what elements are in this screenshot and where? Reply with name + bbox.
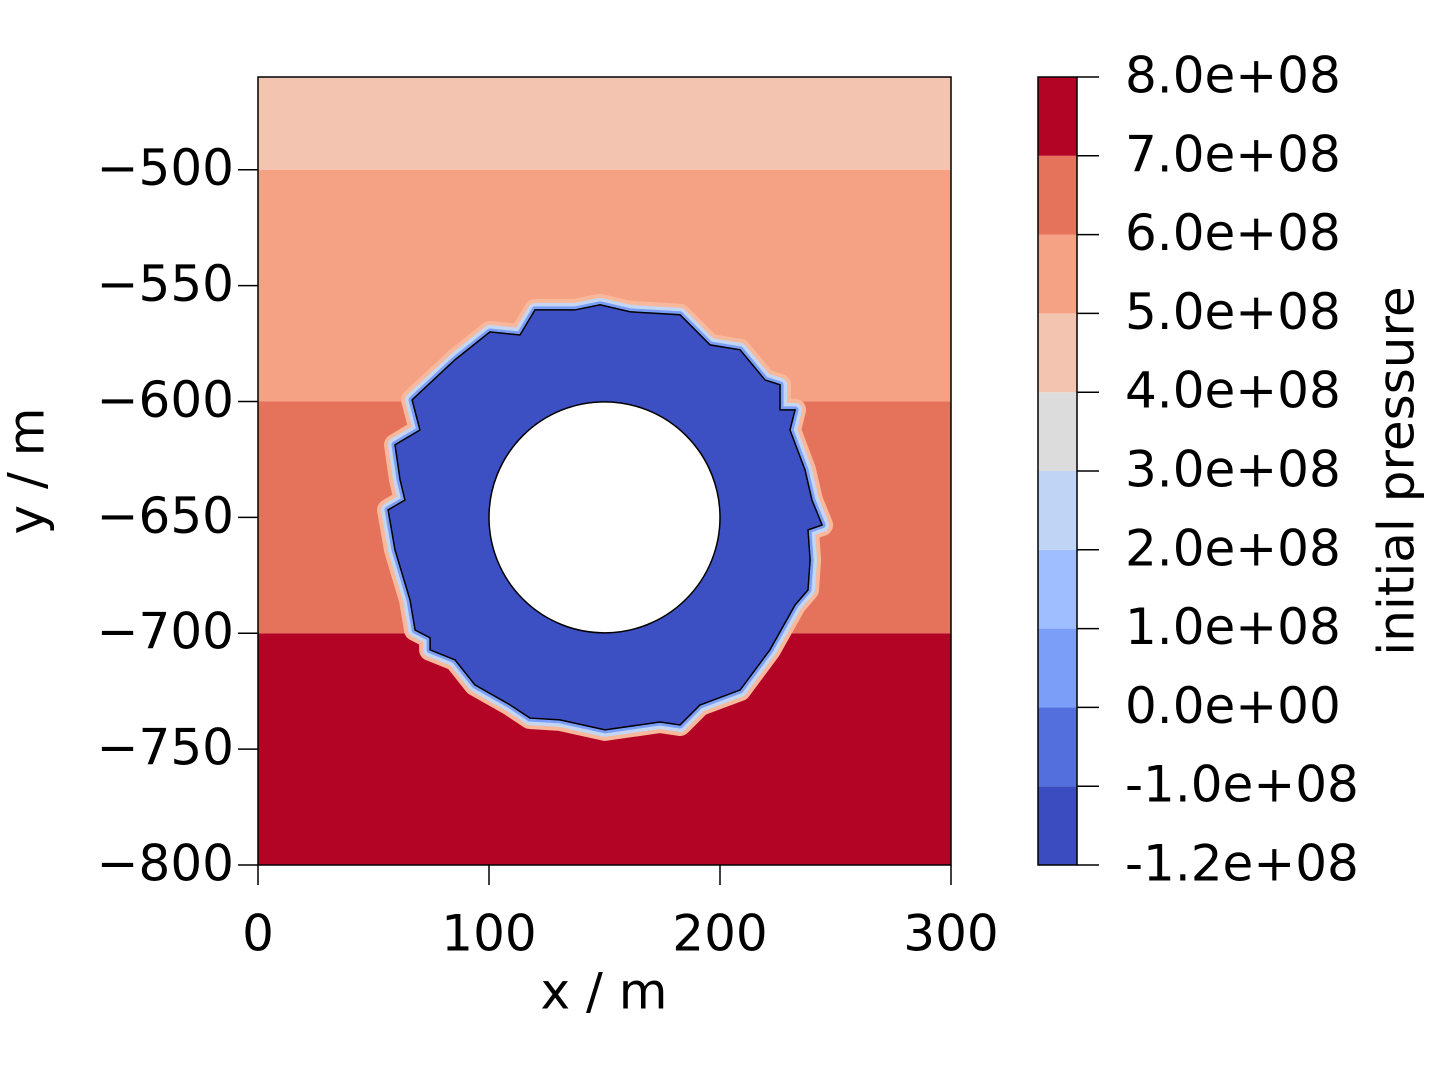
colorbar-segment xyxy=(1038,77,1077,156)
colorbar-segment xyxy=(1038,313,1077,393)
colorbar-tick-label: 4.0e+08 xyxy=(1125,362,1341,420)
colorbar-tick-label: 6.0e+08 xyxy=(1125,204,1341,262)
colorbar-segment xyxy=(1038,786,1077,865)
y-tick-label: −750 xyxy=(97,719,234,777)
y-tick-label: −600 xyxy=(97,371,234,429)
colorbar-tick-label: 1.0e+08 xyxy=(1125,598,1341,656)
plot-frame xyxy=(257,76,952,866)
y-tick-label: −650 xyxy=(97,487,234,545)
x-tick-label: 300 xyxy=(903,905,998,963)
x-tick-label: 100 xyxy=(441,905,536,963)
x-tick-label: 0 xyxy=(242,905,274,963)
colorbar-segment xyxy=(1038,628,1077,708)
colorbar-segment xyxy=(1038,707,1077,787)
plot-area xyxy=(258,77,951,865)
colorbar-segment xyxy=(1038,549,1077,629)
colorbar-segment xyxy=(1038,234,1077,314)
x-tick-label: 200 xyxy=(672,905,767,963)
hole xyxy=(488,401,721,634)
colorbar-tick-label: 8.0e+08 xyxy=(1125,47,1341,105)
colorbar-segment xyxy=(1038,471,1077,550)
colorbar-tick-label: -1.0e+08 xyxy=(1125,756,1359,814)
y-axis-title: y / m xyxy=(0,408,56,535)
contour-band xyxy=(258,77,951,170)
colorbar-tick-label: 3.0e+08 xyxy=(1125,441,1341,499)
y-tick-label: −700 xyxy=(97,603,234,661)
colorbar-title: initial pressure xyxy=(1368,286,1426,655)
colorbar-tick-label: -1.2e+08 xyxy=(1125,835,1359,893)
colorbar-tick-label: 2.0e+08 xyxy=(1125,519,1341,577)
colorbar-tick-label: 7.0e+08 xyxy=(1125,125,1341,183)
y-tick-label: −550 xyxy=(97,255,234,313)
y-tick-label: −800 xyxy=(97,835,234,893)
x-axis-title: x / m xyxy=(541,963,668,1021)
colorbar-segment xyxy=(1038,155,1077,235)
y-tick-label: −500 xyxy=(97,139,234,197)
colorbar-tick-label: 0.0e+00 xyxy=(1125,677,1341,735)
colorbar-tick-label: 5.0e+08 xyxy=(1125,283,1341,341)
colorbar-segment xyxy=(1038,392,1077,471)
